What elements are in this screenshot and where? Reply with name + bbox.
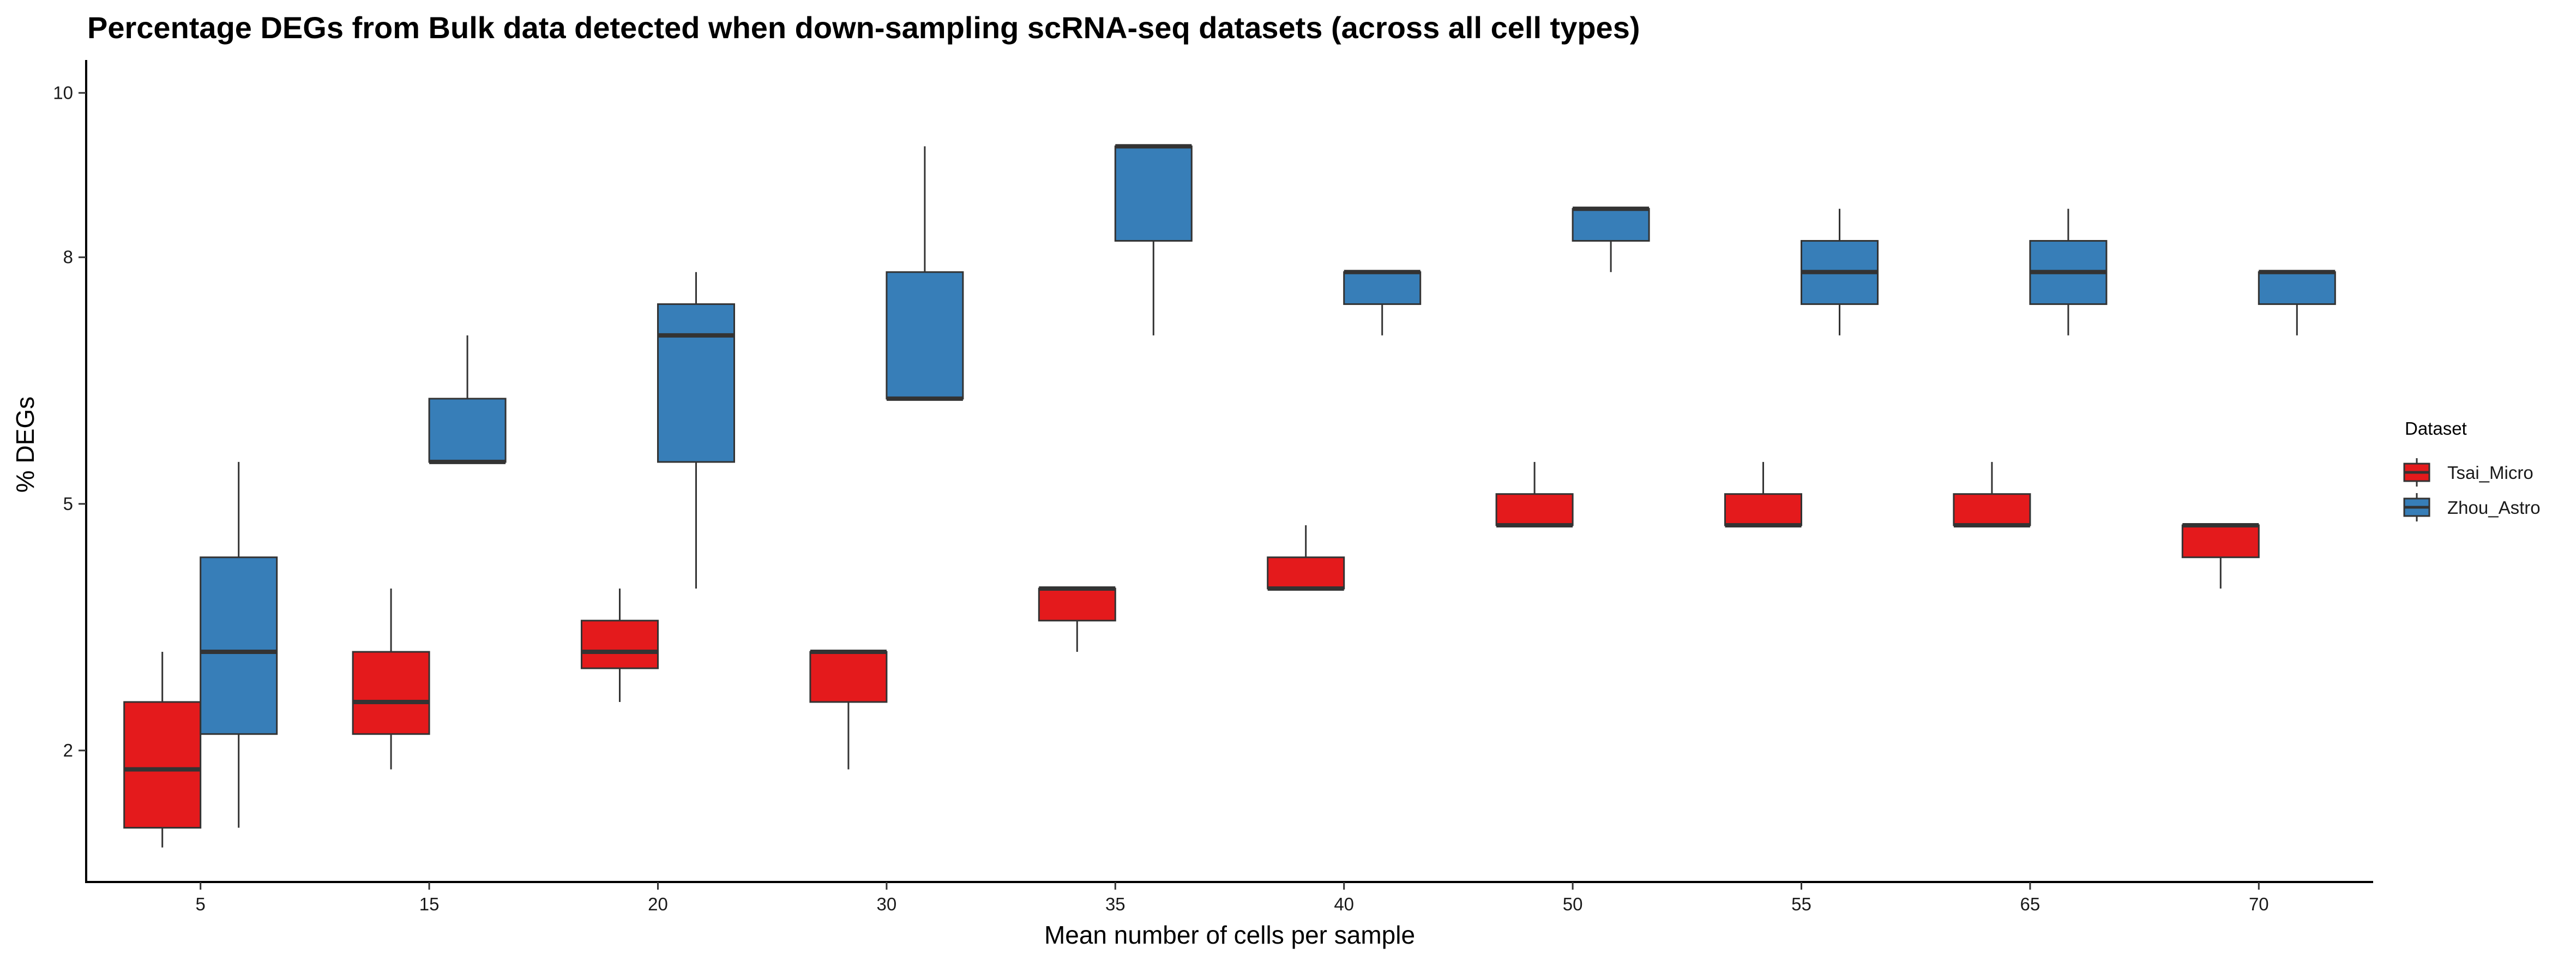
x-tick-label: 65	[2020, 894, 2041, 914]
box-tsai-micro-20	[581, 589, 659, 702]
box-body	[886, 271, 964, 400]
x-axis-ticks: 5 15 20 30 35 40 50 55 65 70	[196, 882, 2269, 914]
box-zhou-astro-65	[2029, 208, 2108, 335]
box-zhou-astro-50	[1572, 206, 1650, 272]
box-zhou-astro-5	[200, 461, 278, 828]
x-axis-title: Mean number of cells per sample	[1044, 921, 1415, 949]
x-tick-label: 70	[2249, 894, 2269, 914]
x-tick-label: 50	[1563, 894, 1583, 914]
legend-title: Dataset	[2405, 418, 2467, 439]
chart-title: Percentage DEGs from Bulk data detected …	[87, 10, 1640, 45]
box-body	[581, 620, 659, 669]
box-body	[657, 303, 735, 463]
plot-area	[123, 144, 2336, 848]
box-body	[1267, 556, 1345, 590]
box-tsai-micro-50	[1495, 461, 1574, 527]
box-body	[1114, 145, 1193, 242]
box-body	[809, 651, 888, 703]
box-zhou-astro-15	[428, 335, 507, 464]
legend-item-tsai-micro: Tsai_Micro	[2403, 458, 2533, 487]
box-zhou-astro-35	[1114, 144, 1193, 335]
y-axis-title: % DEGs	[11, 397, 39, 493]
box-zhou-astro-30	[886, 146, 964, 401]
box-zhou-astro-20	[657, 272, 735, 589]
box-tsai-micro-55	[1724, 461, 1802, 527]
legend-item-zhou-astro: Zhou_Astro	[2403, 493, 2541, 521]
box-tsai-micro-15	[352, 589, 430, 770]
box-body	[200, 556, 278, 735]
box-body	[1343, 271, 1422, 305]
y-tick-label: 5	[63, 494, 73, 514]
box-body	[1953, 493, 2031, 526]
box-body	[1038, 587, 1116, 622]
box-body	[352, 651, 430, 735]
box-tsai-micro-30	[809, 650, 888, 770]
x-tick-label: 20	[648, 894, 668, 914]
x-tick-label: 55	[1791, 894, 1811, 914]
box-tsai-micro-70	[2181, 523, 2260, 589]
y-tick-label: 10	[53, 82, 73, 103]
y-tick-label: 2	[63, 740, 73, 760]
box-zhou-astro-70	[2258, 269, 2336, 335]
x-tick-label: 5	[196, 894, 206, 914]
box-tsai-micro-35	[1038, 586, 1116, 652]
legend: Dataset Tsai_Micro Zhou_Astro	[2403, 418, 2541, 521]
box-body	[1495, 493, 1574, 526]
legend-label: Tsai_Micro	[2447, 463, 2533, 483]
x-tick-label: 15	[419, 894, 440, 914]
box-body	[1572, 208, 1650, 242]
box-tsai-micro-5	[123, 652, 202, 848]
box-tsai-micro-65	[1953, 461, 2031, 527]
x-tick-label: 30	[877, 894, 897, 914]
box-body	[2181, 524, 2260, 559]
box-body	[428, 398, 507, 463]
box-tsai-micro-40	[1267, 525, 1345, 591]
legend-label: Zhou_Astro	[2447, 497, 2541, 518]
x-tick-label: 35	[1105, 894, 1126, 914]
box-zhou-astro-55	[1801, 208, 1879, 335]
box-zhou-astro-40	[1343, 269, 1422, 335]
box-body	[2258, 271, 2336, 305]
y-axis-ticks: 2 5 8 10	[53, 82, 86, 760]
box-body	[1724, 493, 1802, 526]
x-tick-label: 40	[1334, 894, 1354, 914]
y-tick-label: 8	[63, 247, 73, 267]
box-body	[123, 701, 202, 829]
